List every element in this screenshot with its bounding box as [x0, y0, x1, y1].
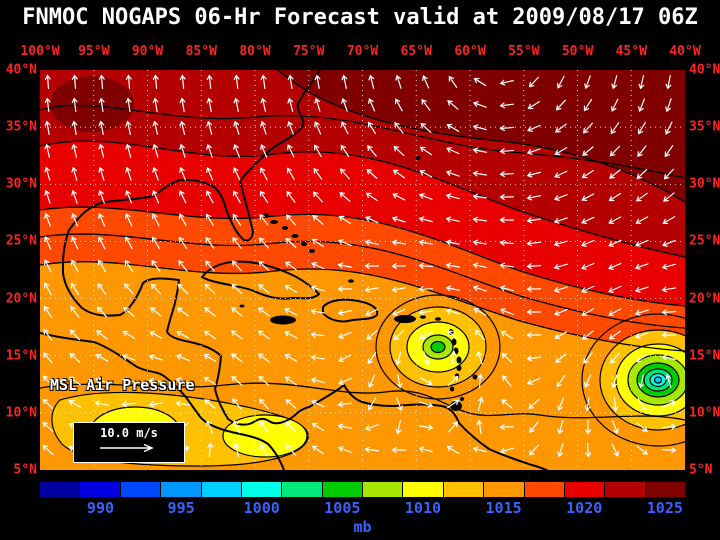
wind-scale-label: 10.0 m/s: [100, 426, 158, 440]
colorbar-tick-value: 990: [86, 499, 115, 517]
lon-tick-label: 85°W: [185, 44, 217, 59]
colorbar-segment: [524, 482, 565, 497]
wind-scale-legend: 10.0 m/s: [73, 422, 185, 463]
lat-tick-label: 15°N: [689, 348, 720, 364]
colorbar-segment: [161, 482, 202, 497]
colorbar-segment: [605, 482, 646, 497]
lon-tick-label: 75°W: [293, 44, 325, 59]
colorbar-segment: [80, 482, 121, 497]
colorbar-tick-value: 1010: [404, 499, 442, 517]
colorbar-segment: [322, 482, 363, 497]
colorbar-tick-value: 1025: [646, 499, 683, 517]
lon-tick-label: 100°W: [20, 44, 60, 59]
colorbar-segment: [201, 482, 242, 497]
colorbar-segment: [40, 482, 81, 497]
lon-tick-label: 90°W: [131, 44, 164, 59]
latitude-axis-right: 40°N 35°N 30°N 25°N 20°N 15°N 10°N 5°N: [687, 63, 720, 478]
lat-tick-label: 25°N: [689, 233, 720, 249]
lat-tick-label: 5°N: [13, 462, 37, 478]
islands: [239, 156, 478, 411]
lon-tick-label: 80°W: [239, 44, 271, 59]
lat-tick-label: 40°N: [689, 62, 720, 78]
latitude-axis-left: 40°N 35°N 30°N 25°N 20°N 15°N 10°N 5°N: [1, 63, 39, 478]
lon-tick-label: 95°W: [78, 44, 110, 59]
lat-tick-label: 30°N: [689, 176, 720, 192]
colorbar-segment: [241, 482, 283, 497]
lat-tick-label: 20°N: [5, 291, 37, 307]
colorbar-tick-value: 1015: [485, 499, 522, 517]
colorbar-segment: [564, 482, 606, 497]
colorbar-segment: [120, 482, 162, 497]
colorbar-unit: mb: [353, 518, 372, 536]
lon-tick-label: 60°W: [454, 44, 486, 59]
colorbar-segment: [403, 482, 444, 497]
lat-tick-label: 35°N: [5, 119, 37, 135]
map-area: MSL Air Pressure 10.0 m/s: [40, 70, 685, 470]
lat-tick-label: 15°N: [5, 348, 37, 364]
field-label: MSL Air Pressure: [50, 376, 195, 394]
lat-tick-label: 5°N: [689, 462, 713, 478]
coastlines: [40, 70, 549, 470]
lat-tick-label: 25°N: [5, 233, 37, 249]
longitude-axis-top: 100°W 95°W 90°W 85°W 80°W 75°W 70°W 65°W 60°W 55°…: [20, 44, 700, 60]
lat-tick-label: 10°N: [689, 405, 720, 421]
colorbar-tick-value: 1000: [243, 499, 280, 517]
colorbar-segment: [645, 482, 685, 497]
lon-tick-label: 65°W: [400, 44, 432, 59]
colorbar-segment: [282, 482, 323, 497]
lon-tick-label: 45°W: [615, 44, 647, 59]
colorbar-tick-value: 1005: [324, 499, 361, 517]
colorbar: [40, 482, 685, 497]
colorbar-segment: [363, 482, 404, 497]
pressure-wind-map-svg: [40, 70, 685, 470]
colorbar-tick-value: 1020: [566, 499, 603, 517]
lat-tick-label: 10°N: [5, 405, 37, 421]
colorbar-tick-labels: 990 995 1000 1005 1010 1015 1020 1025: [40, 499, 685, 517]
page-title: FNMOC NOGAPS 06-Hr Forecast valid at 200…: [22, 5, 698, 30]
colorbar-tick-value: 995: [167, 499, 195, 517]
lon-tick-label: 55°W: [508, 44, 540, 59]
colorbar-segment: [443, 482, 485, 497]
lon-tick-label: 70°W: [346, 44, 379, 59]
lat-tick-label: 40°N: [5, 62, 37, 78]
wind-scale-arrow-icon: [100, 443, 154, 453]
lon-tick-label: 50°W: [561, 44, 594, 59]
colorbar-segment: [484, 482, 525, 497]
lat-tick-label: 30°N: [5, 176, 37, 192]
lat-tick-label: 35°N: [689, 119, 720, 135]
wind-arrows: [42, 74, 677, 458]
pressure-contour-lines: [40, 70, 685, 421]
lon-tick-label: 40°W: [669, 44, 701, 59]
lat-tick-label: 20°N: [689, 291, 720, 307]
grid-lines: [40, 70, 685, 470]
